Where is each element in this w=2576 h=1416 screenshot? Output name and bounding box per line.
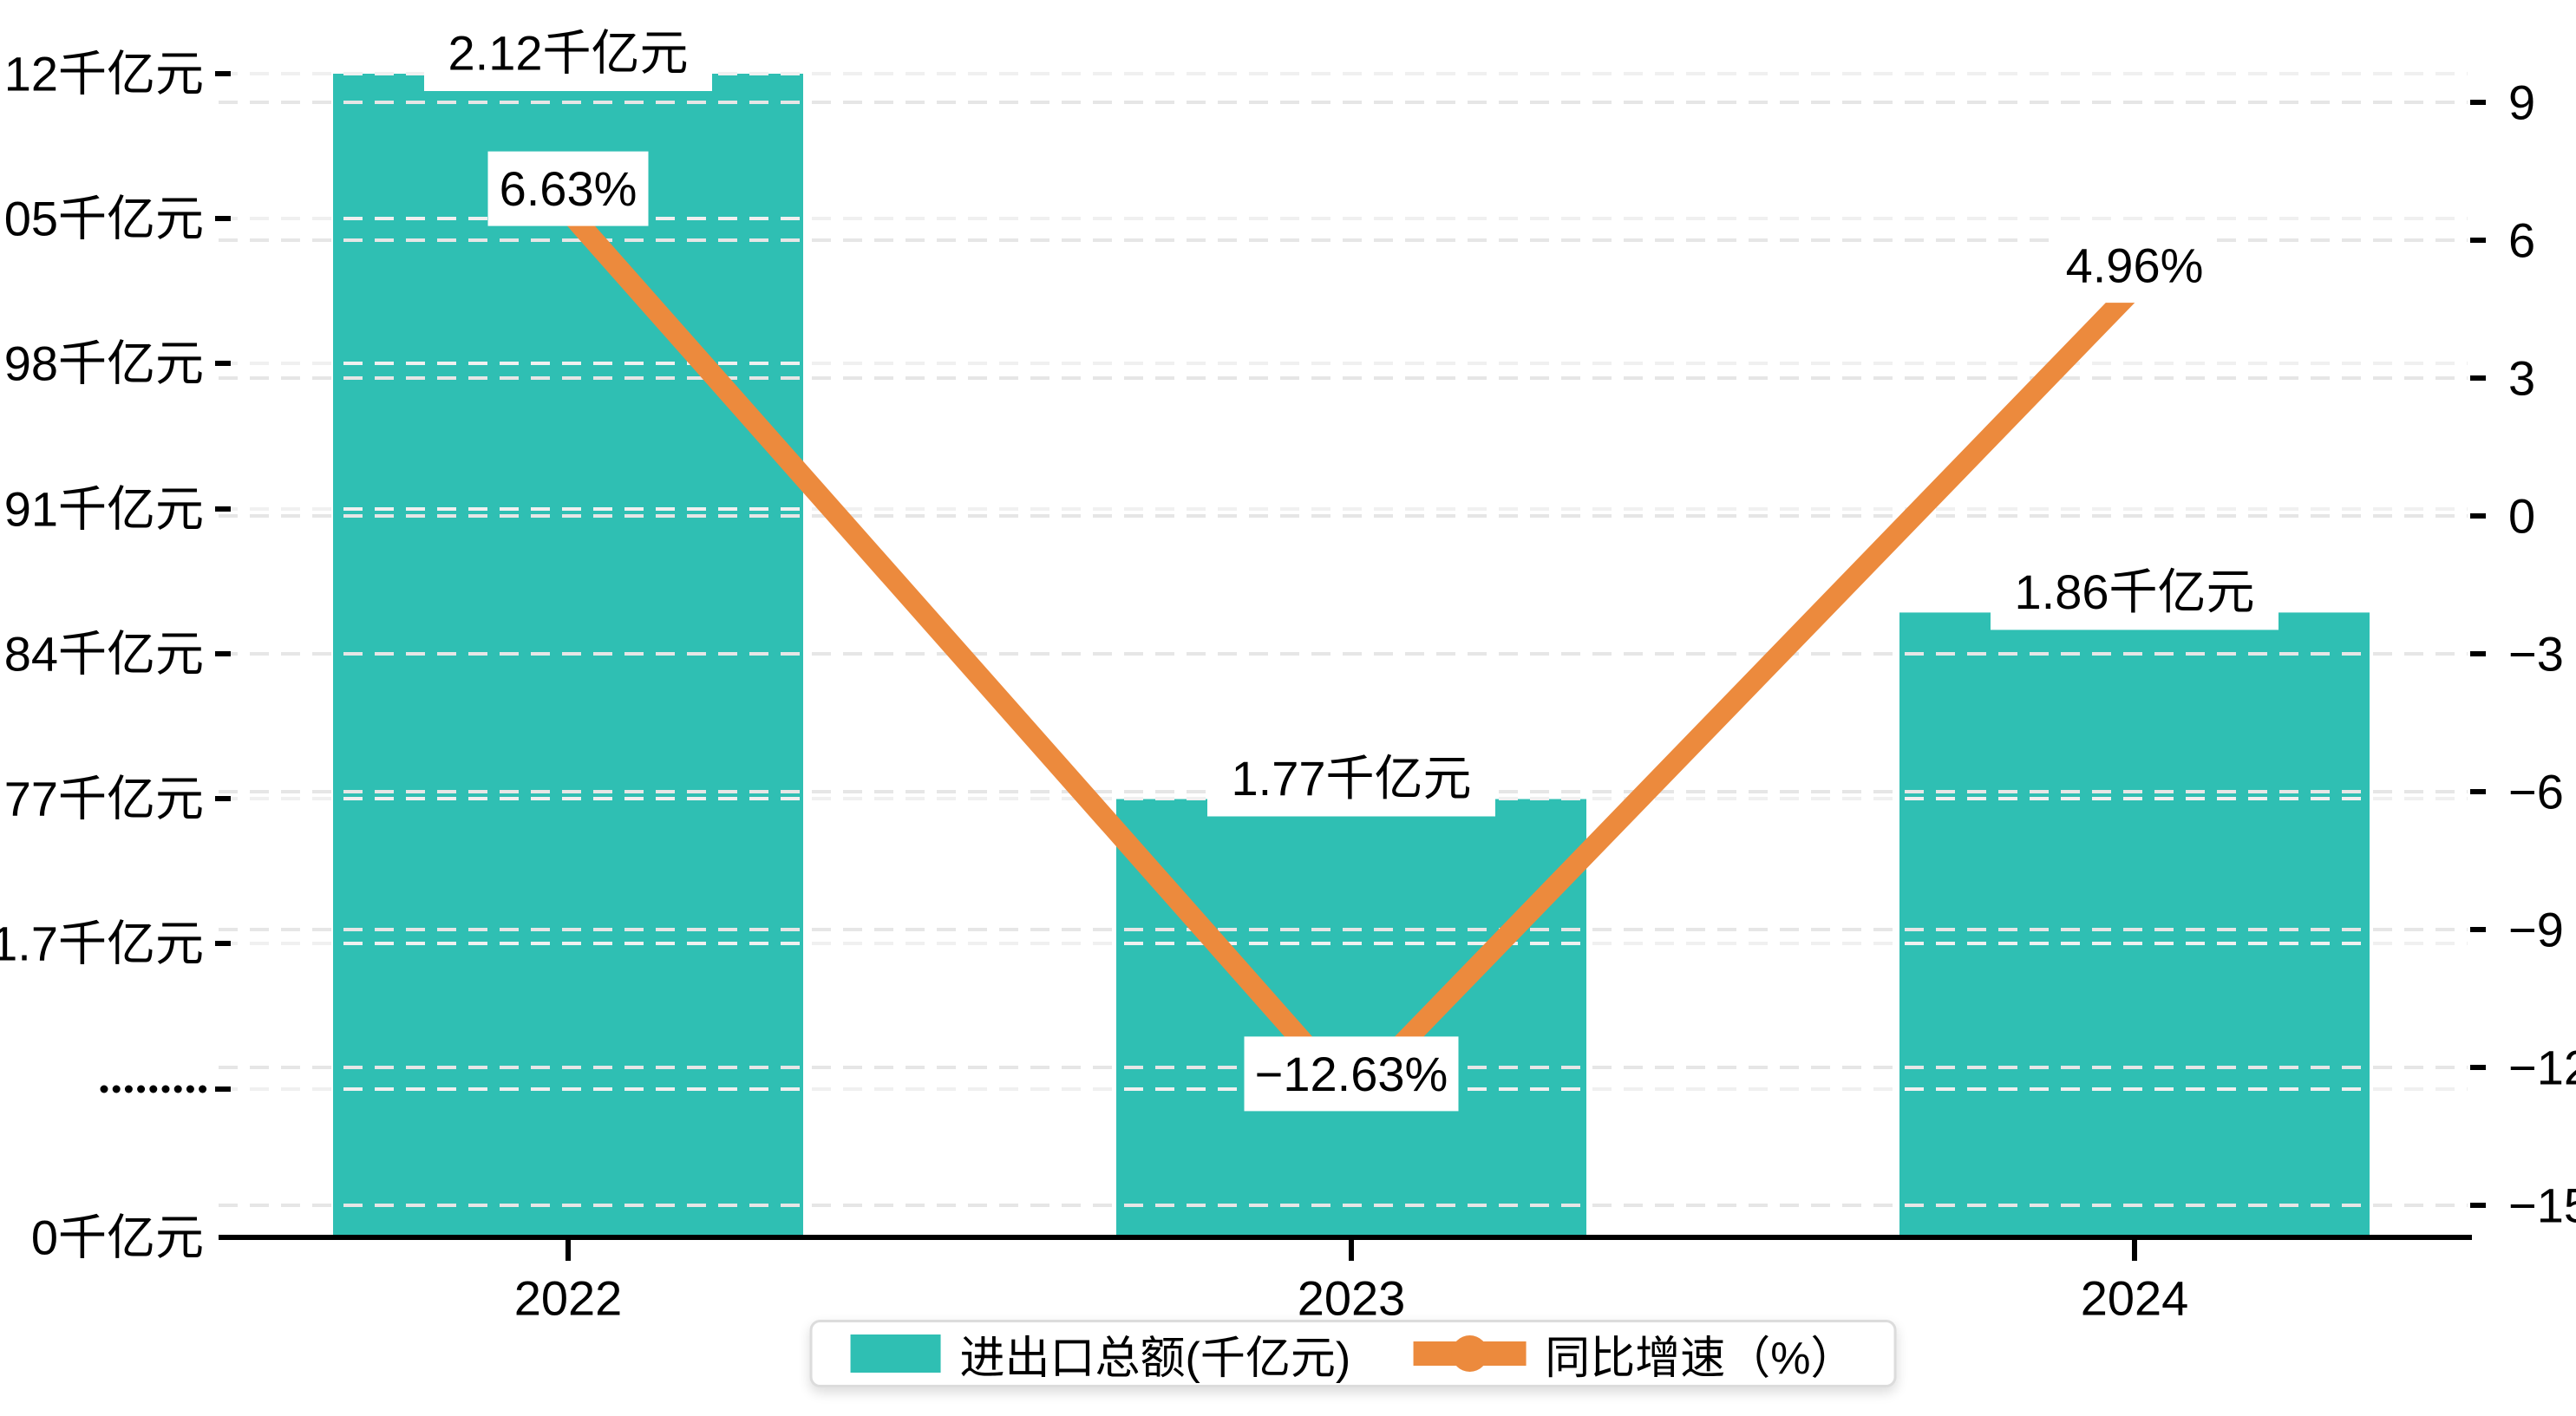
right-axis-tick: [2470, 1203, 2486, 1208]
axis-break-dot: [199, 1085, 207, 1093]
bar-value-label: 1.77千亿元: [1232, 751, 1472, 806]
right-axis-tick: [2470, 375, 2486, 381]
left-axis-tick: [215, 651, 231, 656]
x-axis-label: 2023: [1298, 1271, 1406, 1326]
bar-value-label-bg: [1991, 555, 2279, 630]
right-axis-tick-label: −15: [2508, 1178, 2576, 1233]
x-axis-tick: [2132, 1240, 2137, 1261]
x-axis-line: [219, 1235, 2472, 1240]
left-axis-tick: [215, 796, 231, 801]
left-axis-tick: [215, 71, 231, 76]
right-axis-tick-label: −12: [2508, 1041, 2576, 1095]
right-axis-tick-label: 0: [2508, 489, 2535, 544]
right-axis-tick: [2470, 513, 2486, 519]
right-axis-tick-label: −3: [2508, 627, 2564, 682]
left-axis-tick-label: 0千亿元: [31, 1210, 204, 1265]
x-axis-tick: [1349, 1240, 1354, 1261]
right-axis-tick-label: −6: [2508, 765, 2564, 819]
right-axis-tick-label: 9: [2508, 75, 2535, 130]
line-value-label: 4.96%: [2066, 238, 2204, 293]
axis-break-dot: [137, 1085, 146, 1093]
line-value-label-bg: [487, 151, 649, 226]
axis-break-dot: [124, 1085, 133, 1093]
right-axis-tick: [2470, 100, 2486, 105]
x-axis-label: 2024: [2081, 1271, 2189, 1326]
left-axis-tick-label: 1.7千亿元: [0, 917, 204, 971]
left-axis-tick-label: 1.77千亿元: [0, 772, 204, 826]
bar-2024: [1899, 612, 2370, 1235]
left-axis-tick: [215, 361, 231, 366]
line-value-label-bg: [1244, 1036, 1459, 1112]
right-axis-tick: [2470, 651, 2486, 656]
line-value-label: −12.63%: [1255, 1047, 1448, 1101]
line-value-label-bg: [2054, 228, 2215, 303]
x-axis-tick: [566, 1240, 571, 1261]
line-value-label: 6.63%: [500, 161, 637, 216]
right-axis-tick-label: −9: [2508, 903, 2564, 957]
left-axis-tick-label: 2.05千亿元: [0, 192, 204, 246]
axis-break-dot: [100, 1085, 108, 1093]
bar-value-label: 2.12千亿元: [448, 26, 689, 81]
axis-break-dot: [186, 1085, 194, 1093]
left-axis-tick: [215, 1086, 231, 1092]
right-axis-tick-label: 3: [2508, 351, 2535, 406]
legend-label-line: 同比增速（%）: [1545, 1333, 1856, 1384]
bar-2023: [1116, 799, 1586, 1235]
left-axis-tick-label: 1.84千亿元: [0, 627, 204, 682]
left-axis-tick-label: 1.98千亿元: [0, 336, 204, 391]
axis-break-dot: [112, 1085, 121, 1093]
bar-value-label-bg: [424, 16, 712, 91]
right-axis-tick: [2470, 238, 2486, 243]
legend-label-bar: 进出口总额(千亿元): [959, 1333, 1351, 1384]
legend-item-line: 同比增速（%）: [1413, 1321, 1855, 1387]
bar-series-swatch-icon: [850, 1334, 941, 1373]
bar-value-label-bg: [1207, 741, 1495, 817]
right-axis-tick-label: 6: [2508, 213, 2535, 268]
x-axis-label: 2022: [514, 1271, 623, 1326]
bar-value-label: 1.86千亿元: [2015, 564, 2255, 619]
left-axis-tick: [215, 216, 231, 221]
left-axis-tick: [215, 941, 231, 946]
left-axis-tick: [215, 506, 231, 512]
right-axis-tick: [2470, 927, 2486, 932]
left-axis-tick-label: 2.12千亿元: [0, 47, 204, 101]
legend: 进出口总额(千亿元) 同比增速（%）: [809, 1320, 1897, 1387]
axis-break-dot: [173, 1085, 182, 1093]
right-axis-tick: [2470, 789, 2486, 794]
axis-break-dot: [161, 1085, 170, 1093]
left-axis-tick-label: 1.91千亿元: [0, 482, 204, 537]
legend-item-bar: 进出口总额(千亿元): [850, 1321, 1351, 1387]
axis-break-dot: [149, 1085, 158, 1093]
line-series-marker-icon: [1413, 1331, 1527, 1376]
right-axis-tick: [2470, 1065, 2486, 1070]
